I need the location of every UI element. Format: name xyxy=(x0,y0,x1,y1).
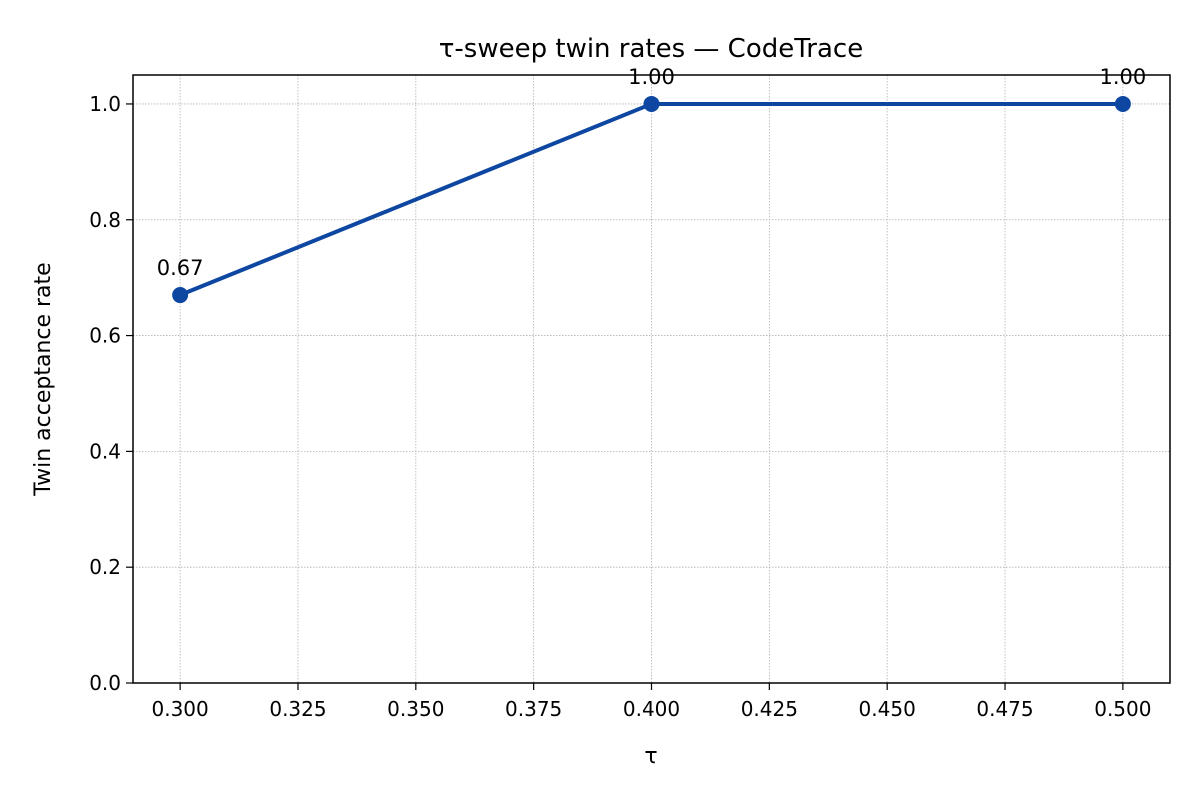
y-tick-label: 0.6 xyxy=(89,324,121,348)
y-tick-label: 1.0 xyxy=(89,92,121,116)
x-tick-label: 0.350 xyxy=(387,697,444,721)
data-point xyxy=(172,287,189,304)
x-tick-label: 0.325 xyxy=(269,697,326,721)
series: 0.67 1.00 1.00 xyxy=(157,65,1146,304)
x-tick-label: 0.300 xyxy=(152,697,209,721)
x-tick-label: 0.425 xyxy=(741,697,798,721)
y-tick-label: 0.2 xyxy=(89,555,121,579)
x-tick-label: 0.475 xyxy=(976,697,1033,721)
x-tick-label: 0.400 xyxy=(623,697,680,721)
y-tick-label: 0.0 xyxy=(89,671,121,695)
chart-title: τ-sweep twin rates — CodeTrace xyxy=(439,34,863,64)
y-tick-label: 0.8 xyxy=(89,208,121,232)
y-axis-label: Twin acceptance rate xyxy=(31,262,56,496)
y-tick-label: 0.4 xyxy=(89,439,121,463)
data-point xyxy=(643,95,660,112)
data-point xyxy=(1114,95,1131,112)
x-tick-label: 0.375 xyxy=(505,697,562,721)
x-tick-label: 0.450 xyxy=(859,697,916,721)
x-axis-label: τ xyxy=(644,744,657,769)
data-label: 1.00 xyxy=(1099,65,1146,89)
data-label: 1.00 xyxy=(628,65,675,89)
data-label: 0.67 xyxy=(157,256,204,280)
axis-ticks: 0.300 0.325 0.350 0.375 0.400 0.425 0.450 0.475… xyxy=(89,92,1151,721)
x-tick-label: 0.500 xyxy=(1094,697,1151,721)
